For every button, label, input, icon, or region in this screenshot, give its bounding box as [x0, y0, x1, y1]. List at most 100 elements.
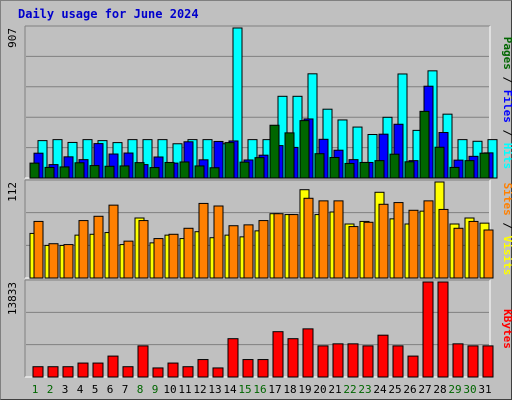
pages-bar — [464, 160, 475, 179]
day-label: 16 — [253, 383, 266, 396]
sites-bar — [378, 203, 389, 279]
pages-bar — [164, 161, 175, 179]
hits-files-pages-panel: 907 Pages / Files / Hits — [6, 25, 512, 179]
sites-bar — [153, 238, 164, 279]
sites-bar — [483, 229, 494, 279]
kbytes-bar — [77, 362, 89, 378]
pages-bar — [269, 124, 280, 179]
kbytes-bar — [137, 345, 149, 378]
day-label: 29 — [448, 383, 461, 396]
sites-bar — [468, 220, 479, 279]
day-label: 18 — [283, 383, 296, 396]
kbytes-bar — [317, 345, 329, 378]
kbytes-bar — [362, 345, 374, 378]
day-label: 9 — [152, 383, 159, 396]
sites-bar — [213, 205, 224, 279]
pages-bar — [149, 167, 160, 179]
day-label: 23 — [358, 383, 371, 396]
kbytes-bar — [47, 366, 59, 378]
sites-bar — [318, 200, 329, 279]
kbytes-bar — [227, 338, 239, 378]
pages-bar — [404, 161, 415, 179]
kbytes-bar — [482, 345, 494, 378]
pages-bar — [449, 166, 460, 179]
sites-bar — [108, 204, 119, 279]
sites-bar — [438, 208, 449, 279]
day-label: 8 — [137, 383, 144, 396]
axis-label-part: Pages — [501, 37, 512, 70]
day-label: 17 — [268, 383, 281, 396]
kbytes-bar — [302, 328, 314, 378]
sites-bar — [123, 240, 134, 279]
pages-bar — [374, 160, 385, 179]
kbytes-bar — [422, 281, 434, 378]
sites-bar — [288, 214, 299, 279]
sites-bar — [33, 220, 44, 279]
kbytes-bar — [452, 343, 464, 378]
kbytes-bar — [62, 366, 74, 378]
pages-bar — [209, 167, 220, 179]
pages-bar — [74, 162, 85, 179]
pages-bar — [344, 162, 355, 179]
pages-bar — [254, 157, 265, 179]
pages-bar — [89, 165, 100, 179]
day-label: 11 — [178, 383, 191, 396]
day-label: 12 — [193, 383, 206, 396]
pages-bar — [194, 165, 205, 179]
kbytes-bar — [287, 338, 299, 378]
sites-bar — [78, 220, 89, 279]
kbytes-bar — [467, 345, 479, 378]
pages-bar — [329, 156, 340, 179]
kbytes-bar — [197, 359, 209, 378]
hits-files-pages-max-label: 907 — [6, 28, 19, 48]
day-label: 22 — [343, 383, 356, 396]
sites-visits-axis-label: Sites / Visits — [501, 183, 512, 276]
sites-bar — [453, 227, 464, 279]
sites-bar — [408, 209, 419, 279]
sites-bar — [138, 220, 149, 279]
sites-bar — [333, 200, 344, 279]
pages-bar — [29, 162, 40, 179]
pages-bar — [224, 142, 235, 179]
day-label: 27 — [418, 383, 431, 396]
pages-bar — [434, 146, 445, 179]
day-label: 26 — [403, 383, 416, 396]
kbytes-bar — [242, 359, 254, 378]
kbytes-bar — [167, 362, 179, 378]
sites-bar — [348, 226, 359, 279]
pages-bar — [284, 132, 295, 179]
kbytes-bar — [212, 367, 224, 378]
kbytes-bar — [272, 331, 284, 378]
kbytes-panel: 13833 KBytes — [6, 279, 512, 378]
pages-bar — [59, 166, 70, 179]
kbytes-bar — [377, 334, 389, 378]
axis-label-part: Hits — [501, 143, 512, 170]
kbytes-bar — [92, 362, 104, 378]
sites-bar — [93, 215, 104, 279]
day-label: 24 — [373, 383, 387, 396]
kbytes-bar — [437, 281, 449, 378]
day-label: 30 — [463, 383, 476, 396]
sites-bar — [243, 224, 254, 279]
axis-label-part: KBytes — [501, 309, 512, 349]
pages-bar — [389, 153, 400, 179]
pages-bar — [299, 120, 310, 179]
axis-label-part: / — [501, 123, 512, 143]
day-label: 21 — [328, 383, 341, 396]
sites-bar — [303, 197, 314, 279]
day-label: 14 — [223, 383, 237, 396]
kbytes-bar — [107, 355, 119, 378]
sites-visits-max-label: 112 — [6, 182, 19, 202]
axis-label-part: Visits — [501, 236, 512, 276]
pages-bar — [239, 161, 250, 179]
pages-bar — [359, 161, 370, 179]
hits-files-pages-axis-label: Pages / Files / Hits — [501, 37, 512, 170]
pages-bar — [119, 165, 130, 179]
pages-bar — [314, 153, 325, 179]
sites-bar — [63, 244, 74, 279]
day-label: 19 — [298, 383, 311, 396]
sites-bar — [363, 221, 374, 279]
day-label: 2 — [47, 383, 54, 396]
chart-title: Daily usage for June 2024 — [18, 7, 199, 21]
day-label: 4 — [77, 383, 84, 396]
